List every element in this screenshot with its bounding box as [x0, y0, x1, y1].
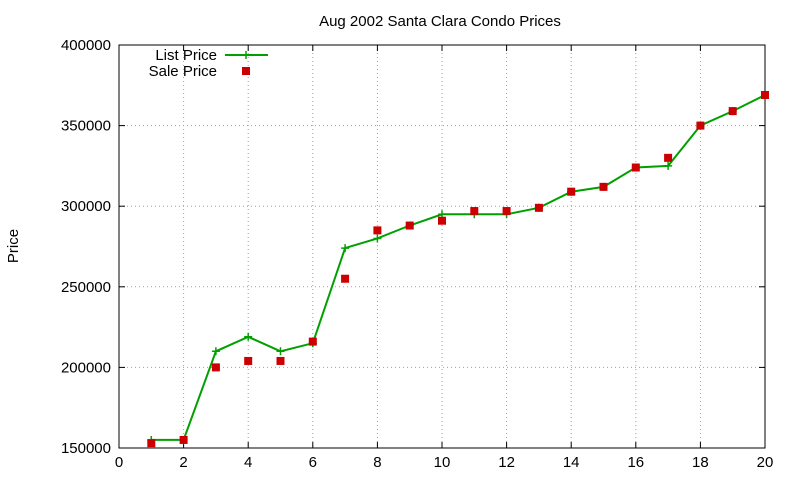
- list-price-line: [151, 94, 766, 441]
- sale-price-point: [696, 121, 705, 130]
- x-tick-label: 10: [434, 454, 451, 471]
- y-tick-label: 250000: [61, 279, 111, 296]
- list-price-point: [664, 161, 673, 170]
- x-tick-label: 14: [563, 454, 580, 471]
- x-tick-label: 0: [115, 454, 123, 471]
- sale-price-point: [438, 216, 446, 225]
- list-price-point: [211, 347, 220, 356]
- x-tick-label: 20: [757, 454, 774, 471]
- list-price-point: [373, 234, 382, 243]
- sale-price-point: [147, 439, 156, 448]
- sale-price-point: [405, 221, 414, 230]
- legend: List Price Sale Price: [149, 47, 268, 80]
- y-tick-label: 350000: [61, 118, 111, 135]
- x-tick-label: 2: [179, 454, 187, 471]
- y-tick-label: 150000: [61, 440, 111, 457]
- x-tick-label: 12: [498, 454, 515, 471]
- y-tick-label: 200000: [61, 359, 111, 376]
- sale-price-point: [664, 153, 673, 162]
- chart-title: Aug 2002 Santa Clara Condo Prices: [319, 13, 561, 30]
- legend-swatch-sale-price: [242, 67, 250, 75]
- x-tick-label: 6: [309, 454, 317, 471]
- x-tick-label: 18: [692, 454, 709, 471]
- sale-price-point: [534, 203, 543, 212]
- axis-ticks: 0 2 4 6 8 10 12 14 16 18 20 150000 200000 250000 30000…: [61, 37, 773, 471]
- sale-price-point: [179, 435, 188, 444]
- legend-label-list-price: List Price: [155, 47, 217, 64]
- list-price-point: [244, 332, 253, 341]
- sale-price-point: [502, 207, 511, 216]
- y-tick-label: 300000: [61, 198, 111, 215]
- sale-price-point: [761, 90, 769, 99]
- x-tick-label: 8: [373, 454, 381, 471]
- grid-lines: [119, 45, 765, 448]
- y-axis-label: Price: [5, 229, 22, 263]
- sale-price-point: [631, 163, 640, 172]
- sale-price-point: [567, 187, 576, 196]
- sale-price-point: [308, 337, 317, 346]
- list-price-point: [341, 244, 350, 253]
- sale-price-point: [244, 356, 253, 365]
- list-price-point: [276, 347, 285, 356]
- sale-price-point: [599, 182, 608, 191]
- series-list-price: [147, 90, 769, 444]
- sale-price-point: [373, 226, 382, 235]
- y-tick-label: 400000: [61, 37, 111, 54]
- legend-marker-list-price: [242, 51, 250, 59]
- x-tick-label: 16: [627, 454, 644, 471]
- sale-price-point: [470, 207, 479, 216]
- sale-price-point: [211, 363, 220, 372]
- series-sale-price: [147, 90, 769, 448]
- sale-price-point: [728, 107, 737, 116]
- sale-price-point: [276, 356, 285, 365]
- x-tick-label: 4: [244, 454, 252, 471]
- legend-label-sale-price: Sale Price: [149, 63, 217, 80]
- series-layer: [147, 90, 769, 448]
- sale-price-point: [341, 274, 350, 283]
